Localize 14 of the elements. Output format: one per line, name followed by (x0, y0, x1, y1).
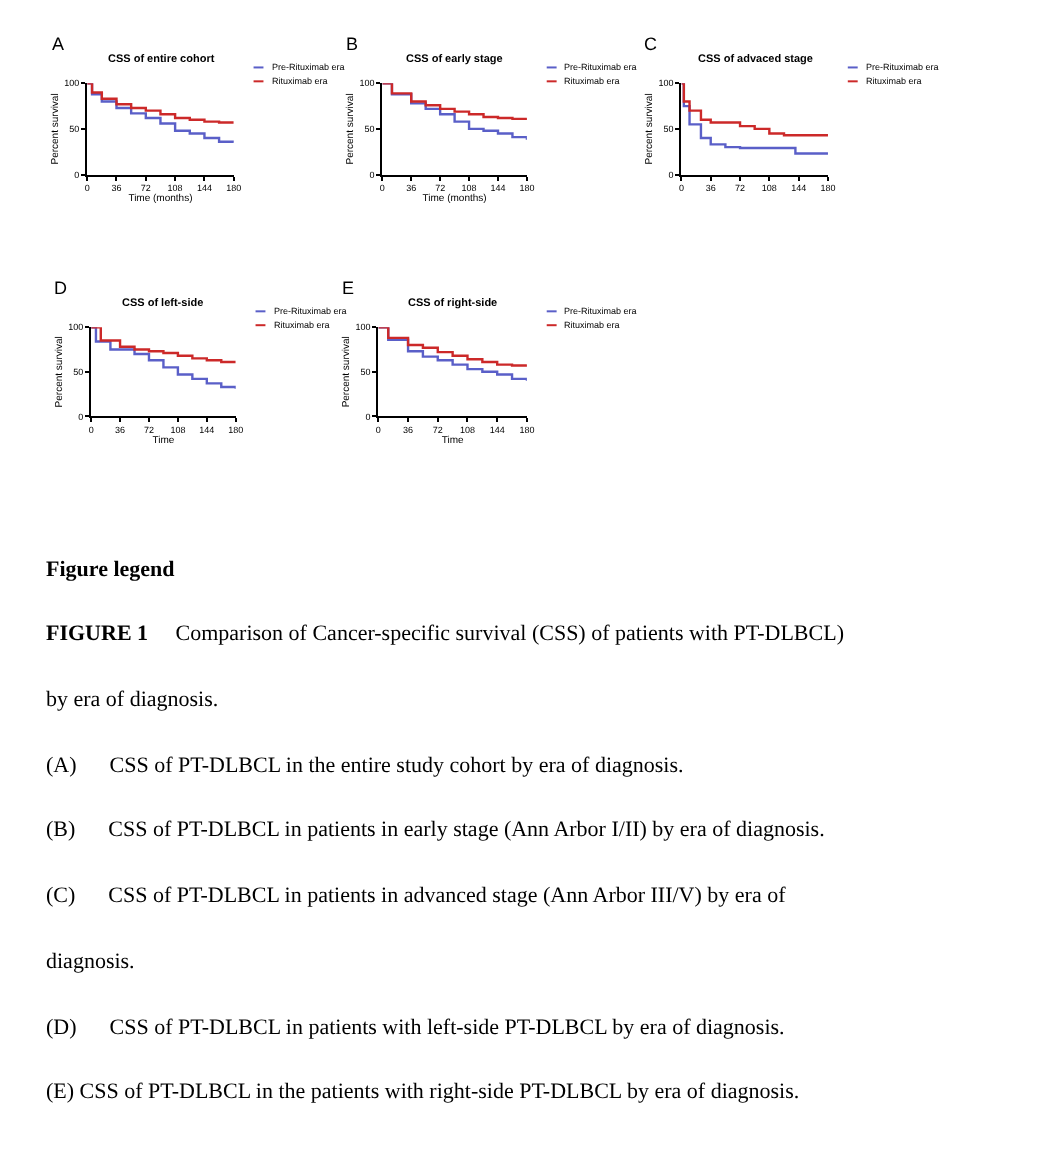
text: FIGURE 1 Comparison of Cancer-specific survival (CSS) of patients with PT-DLBCL) (46, 622, 844, 646)
text: (D) CSS of PT-DLBCL in patients with left-side PT-DLBCL by era of diagnosis. (46, 1016, 786, 1040)
text: (B) CSS of PT-DLBCL in patients in early stage (Ann Arbor I/II) by era of diagnosis. (46, 818, 826, 842)
text: (E) CSS of PT-DLBCL in the patients with right-side PT-DLBCL by era of diagnosis. (46, 1080, 800, 1104)
text: A (52, 34, 65, 54)
text: (C) CSS of PT-DLBCL in patients in advanced stage (Ann Arbor III/V) by era of (46, 884, 787, 908)
text: diagnosis. (46, 950, 136, 974)
text: E (342, 278, 355, 298)
text: D (54, 278, 68, 298)
text: C (644, 34, 658, 54)
text: Figure legend (46, 558, 175, 582)
text: by era of diagnosis. (46, 688, 219, 712)
text: (A) CSS of PT-DLBCL in the entire study cohort by era of diagnosis. (46, 754, 685, 778)
text: B (346, 34, 359, 54)
